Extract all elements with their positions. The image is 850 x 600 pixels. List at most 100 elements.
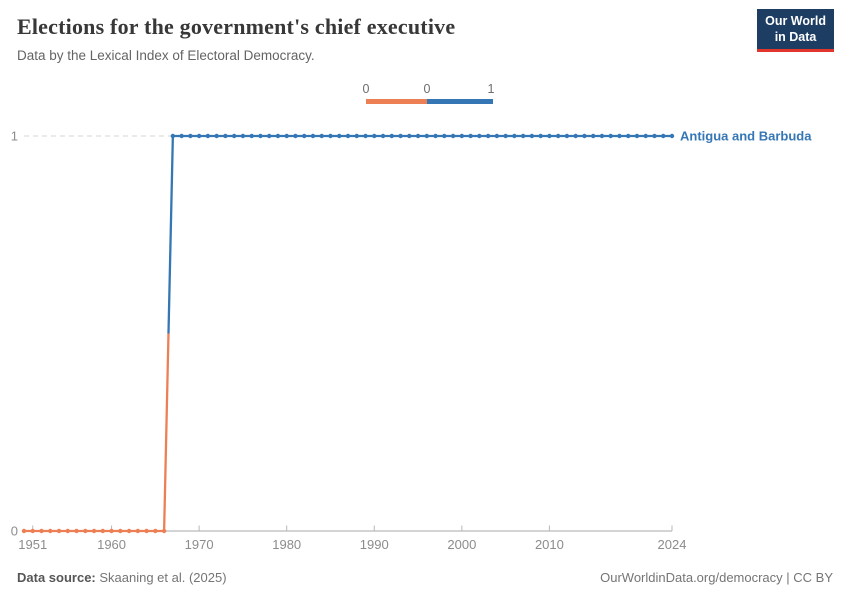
data-point-marker (337, 133, 342, 139)
data-point-marker (126, 528, 132, 534)
legend-label-mid: 0 (423, 82, 431, 96)
data-point-marker (652, 133, 657, 139)
data-point-marker (319, 133, 324, 139)
owid-logo[interactable]: Our World in Data (757, 9, 834, 53)
x-tick-label: 2000 (447, 537, 476, 552)
data-source-label: Data source: (17, 570, 96, 585)
owid-logo-line2: in Data (774, 29, 817, 44)
data-point-marker (48, 528, 53, 534)
data-point-marker (520, 133, 526, 139)
data-point-marker (240, 133, 246, 139)
data-point-marker (196, 133, 202, 139)
data-point-marker (415, 133, 421, 139)
data-point-marker (433, 133, 438, 139)
data-point-marker (39, 528, 44, 534)
x-tick-label: 1960 (97, 537, 126, 552)
data-point-marker (617, 133, 622, 139)
data-point-marker (669, 133, 675, 139)
data-point-marker (547, 133, 552, 139)
data-point-marker (144, 528, 149, 534)
y-tick-label: 0 (11, 524, 18, 539)
data-point-marker (468, 133, 473, 139)
data-point-marker (231, 133, 237, 139)
data-point-marker (354, 133, 359, 139)
legend-segment-1[interactable] (427, 99, 493, 104)
data-point-marker (459, 133, 465, 139)
data-point-marker (424, 133, 430, 139)
data-point-marker (555, 133, 561, 139)
data-point-marker (310, 133, 316, 139)
x-tick-label: 1951 (18, 537, 47, 552)
data-point-marker (372, 133, 377, 139)
data-point-marker (626, 133, 631, 139)
data-point-marker (188, 133, 193, 139)
data-point-marker (293, 133, 298, 139)
x-tick-label: 1980 (272, 537, 301, 552)
data-point-marker (100, 528, 106, 534)
data-point-marker (275, 133, 281, 139)
entity-label[interactable]: Antigua and Barbuda (680, 129, 812, 144)
data-point-marker (249, 133, 254, 139)
page-subtitle: Data by the Lexical Index of Electoral D… (17, 48, 315, 63)
legend-label-max: 1 (487, 82, 495, 96)
data-point-marker (503, 133, 508, 139)
data-point-marker (608, 133, 613, 139)
data-point-marker (477, 133, 482, 139)
data-point-marker (266, 133, 272, 139)
data-point-marker (643, 133, 648, 139)
data-point-marker (494, 133, 500, 139)
series-step-lower (162, 333, 170, 532)
series-step-upper (167, 135, 175, 334)
data-point-marker (135, 528, 141, 534)
x-tick-label: 2024 (658, 537, 687, 552)
data-point-marker (214, 133, 219, 139)
data-point-marker (153, 528, 158, 534)
data-point-marker (450, 133, 456, 139)
chart-footer: Data source: Skaaning et al. (2025) OurW… (17, 570, 833, 585)
owid-logo-line1: Our World (765, 14, 826, 28)
data-point-marker (582, 133, 587, 139)
data-point-marker (573, 133, 578, 139)
data-point-marker (21, 528, 27, 534)
data-point-marker (56, 528, 62, 534)
data-point-marker (485, 133, 491, 139)
data-point-marker (83, 528, 88, 534)
data-point-marker (345, 133, 351, 139)
data-point-marker (30, 528, 35, 534)
data-source-value: Skaaning et al. (2025) (95, 570, 227, 585)
data-point-marker (538, 133, 543, 139)
data-point-marker (634, 133, 640, 139)
data-point-marker (398, 133, 403, 139)
data-source-note: Data source: Skaaning et al. (2025) (17, 570, 227, 585)
data-point-marker (205, 133, 211, 139)
x-tick-label: 1990 (360, 537, 389, 552)
y-tick-label: 1 (11, 129, 18, 144)
data-point-marker (74, 528, 79, 534)
data-point-marker (363, 133, 368, 139)
data-point-marker (118, 528, 123, 534)
data-point-marker (109, 528, 114, 534)
data-point-marker (284, 133, 289, 139)
license-link[interactable]: OurWorldinData.org/democracy | CC BY (600, 570, 833, 585)
data-point-marker (661, 133, 666, 139)
data-point-marker (179, 133, 184, 139)
data-point-marker (302, 133, 307, 139)
data-point-marker (170, 133, 176, 139)
data-point-marker (512, 133, 517, 139)
data-point-marker (599, 133, 605, 139)
x-tick-label: 1970 (185, 537, 214, 552)
data-point-marker (91, 528, 97, 534)
legend-label-min: 0 (362, 82, 370, 96)
data-point-marker (223, 133, 228, 139)
legend-segment-0[interactable] (366, 99, 427, 104)
x-tick-label: 2010 (535, 537, 564, 552)
data-point-marker (258, 133, 263, 139)
data-point-marker (529, 133, 535, 139)
data-point-marker (380, 133, 386, 139)
data-point-marker (442, 133, 447, 139)
data-point-marker (407, 133, 412, 139)
data-point-marker (389, 133, 394, 139)
data-point-marker (590, 133, 596, 139)
